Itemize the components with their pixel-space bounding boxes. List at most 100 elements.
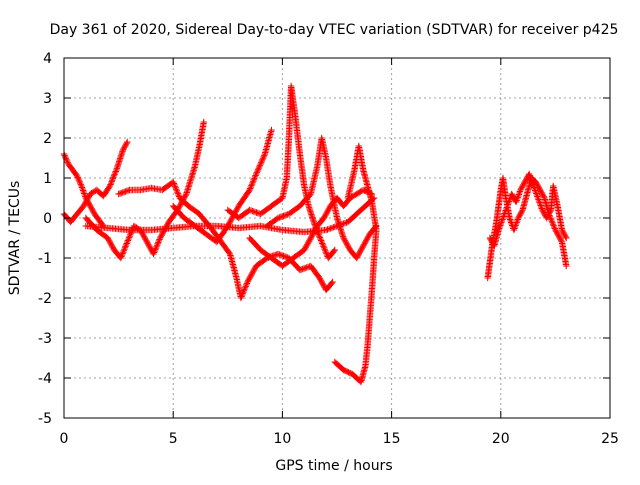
data-point (495, 226, 502, 234)
data-point (109, 175, 116, 182)
data-point (157, 233, 164, 240)
data-point (509, 192, 516, 199)
data-point (181, 193, 188, 200)
data-point (156, 234, 164, 242)
data-point (110, 174, 117, 181)
data-point (139, 230, 146, 238)
data-point (171, 181, 178, 189)
data-point (122, 141, 130, 148)
data-point (124, 237, 132, 244)
data-point (225, 221, 232, 228)
data-point (315, 231, 322, 238)
data-point (172, 184, 179, 191)
data-point (350, 192, 358, 199)
data-point (244, 278, 251, 286)
data-point (319, 241, 327, 249)
data-point (176, 202, 183, 210)
data-point (155, 239, 162, 246)
data-point (250, 176, 257, 183)
data-point (513, 219, 520, 226)
data-point (124, 238, 131, 246)
x-tick-label: 10 (273, 431, 291, 447)
x-tick-label: 15 (383, 431, 401, 447)
y-axis-label: SDTVAR / TECUs (7, 181, 23, 296)
data-point (122, 142, 129, 150)
series-track-b (60, 138, 131, 226)
data-point (551, 225, 558, 232)
data-point (539, 190, 546, 198)
data-point (154, 240, 161, 247)
data-point (80, 202, 87, 210)
data-point (120, 145, 127, 152)
data-point (539, 192, 547, 199)
series-track-e (115, 178, 336, 302)
y-tick-label: -5 (38, 411, 52, 427)
data-point (309, 230, 317, 238)
data-point (563, 234, 570, 242)
data-point (558, 237, 565, 244)
data-point (316, 233, 323, 240)
data-point (352, 191, 359, 198)
data-point (529, 181, 537, 188)
data-point (226, 218, 234, 226)
data-point (153, 242, 161, 249)
data-point (549, 221, 557, 228)
data-point (518, 209, 525, 216)
data-point (554, 230, 561, 238)
data-point (247, 183, 254, 191)
data-point (170, 180, 177, 187)
data-point (496, 223, 503, 231)
data-point (257, 160, 264, 168)
data-point (173, 186, 180, 193)
data-point (314, 230, 322, 237)
data-point (112, 168, 119, 175)
data-point (310, 229, 317, 236)
data-point (320, 243, 327, 250)
data-point (171, 183, 179, 190)
data-point (122, 243, 129, 250)
data-point (248, 181, 256, 188)
data-point (63, 157, 71, 165)
data-point (121, 246, 128, 253)
data-point (500, 211, 508, 219)
data-point (152, 246, 159, 253)
data-point (306, 191, 313, 199)
data-point (251, 173, 259, 181)
data-point (249, 269, 256, 276)
chart-title: Day 361 of 2020, Sidereal Day-to-day VTE… (50, 22, 619, 38)
data-point (518, 208, 526, 215)
data-point (516, 188, 524, 195)
data-point (517, 186, 524, 194)
data-point (546, 209, 553, 216)
data-point (559, 228, 566, 235)
data-point (247, 273, 254, 280)
data-point (152, 245, 160, 252)
data-point (513, 197, 520, 204)
data-point (111, 171, 118, 178)
data-point (254, 166, 262, 173)
plot-frame (63, 57, 611, 419)
data-point (318, 278, 325, 286)
data-point (259, 155, 267, 162)
data-point (146, 244, 154, 251)
data-point (246, 186, 253, 194)
data-point (258, 157, 265, 165)
x-tick-label: 25 (601, 431, 619, 447)
data-point (317, 235, 324, 243)
data-point (527, 175, 534, 182)
data-point (547, 208, 554, 215)
data-point (245, 188, 252, 195)
data-point (328, 279, 335, 287)
data-point (548, 216, 555, 223)
data-point (253, 169, 260, 176)
data-point (306, 237, 313, 244)
series-track-h (246, 186, 376, 270)
data-point (251, 175, 258, 182)
data-point (357, 246, 365, 254)
data-point (109, 177, 116, 184)
data-point (522, 177, 529, 184)
data-point (354, 253, 361, 260)
data-point (563, 262, 570, 270)
y-tick-label: -2 (38, 291, 52, 307)
